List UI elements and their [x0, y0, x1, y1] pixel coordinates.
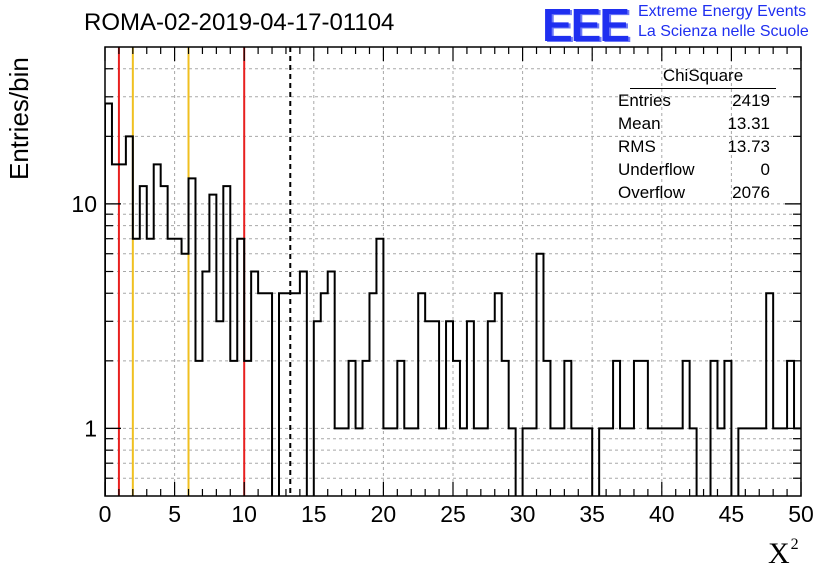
x-tick-label: 15 [301, 501, 327, 527]
x-axis-label: X2 [768, 536, 799, 570]
x-tick-label: 20 [371, 501, 397, 527]
x-tick-label: 50 [788, 501, 814, 527]
x-tick-label: 5 [168, 501, 181, 527]
logo-caption-line1: Extreme Energy Events [638, 3, 807, 20]
logo-caption-line2: La Scienza nelle Scuole [638, 23, 809, 40]
x-tick-label: 30 [510, 501, 536, 527]
stats-row-rms: RMS 13.73 [618, 135, 776, 158]
histogram-outline [105, 102, 801, 496]
stats-value: 13.31 [727, 114, 770, 133]
stats-box: ChiSquare Entries 2419 Mean 13.31 RMS 13… [612, 66, 776, 204]
stats-label: Overflow [618, 183, 686, 202]
stats-row-overflow: Overflow 2076 [618, 181, 776, 204]
stats-value: 13.73 [727, 137, 770, 156]
stats-label: RMS [618, 137, 656, 156]
x-tick-label: 40 [649, 501, 675, 527]
histogram-bins [105, 102, 801, 496]
stats-row-mean: Mean 13.31 [618, 112, 776, 135]
y-tick-label: 1 [84, 415, 97, 441]
y-axis-label: Entries/bin [4, 57, 34, 180]
stats-row-underflow: Underflow 0 [618, 158, 776, 181]
stats-value: 0 [760, 160, 770, 179]
stats-label: Underflow [618, 160, 695, 179]
stats-value: 2076 [732, 183, 770, 202]
y-tick-label: 10 [71, 191, 97, 217]
stats-label: Entries [618, 91, 671, 110]
stats-title: ChiSquare [630, 66, 776, 89]
x-tick-label: 25 [440, 501, 466, 527]
chart-title: ROMA-02-2019-04-17-01104 [84, 9, 395, 36]
stats-row-entries: Entries 2419 [618, 89, 776, 112]
x-tick-label: 0 [99, 501, 112, 527]
eee-logo: EEE [542, 0, 630, 51]
stats-label: Mean [618, 114, 661, 133]
stats-value: 2419 [732, 91, 770, 110]
x-tick-label: 35 [579, 501, 605, 527]
x-tick-label: 10 [231, 501, 257, 527]
x-tick-label: 45 [719, 501, 745, 527]
